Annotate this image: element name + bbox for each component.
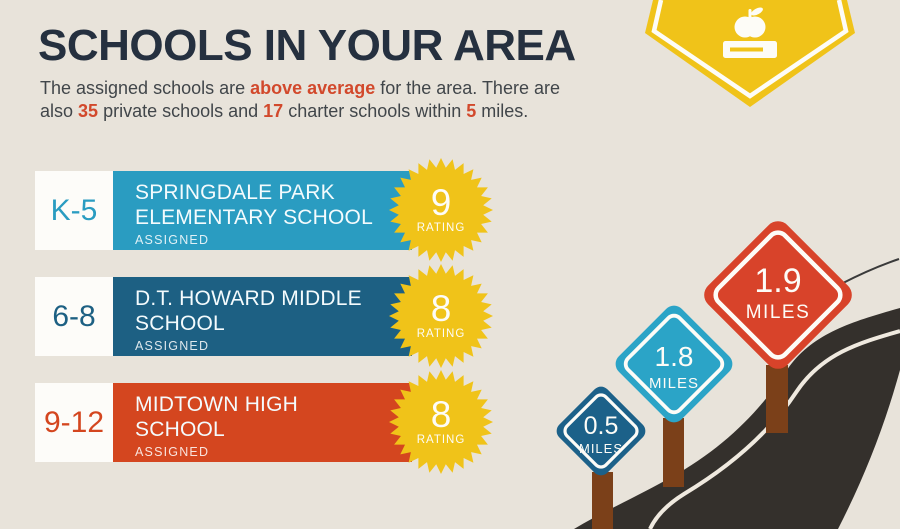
road-scene: 0.5 MILES 1.8 MILES 1.9 MILES <box>556 221 900 529</box>
school-bar: D.T. HOWARD MIDDLE SCHOOL ASSIGNED <box>113 277 412 356</box>
sign-distance: 0.5 <box>584 412 619 440</box>
subtitle-line-2: also 35 private schools and 17 charter s… <box>40 101 529 121</box>
subtitle-line-1: The assigned schools are above average f… <box>40 78 560 98</box>
assigned-label: ASSIGNED <box>135 339 210 353</box>
sign-post <box>663 418 684 487</box>
starburst-icon <box>389 370 493 474</box>
school-row-middle: 6-8 D.T. HOWARD MIDDLE SCHOOL ASSIGNED 8… <box>35 264 493 368</box>
sign-inner-border <box>563 393 639 469</box>
sign-unit: MILES <box>579 441 623 456</box>
school-bar: MIDTOWN HIGH SCHOOL ASSIGNED <box>113 383 412 462</box>
distance-sign-1-9: 1.9 MILES <box>704 221 852 369</box>
distance-sign-1-8: 1.8 MILES <box>615 305 733 423</box>
sign-unit: MILES <box>746 302 811 323</box>
banner-inner-border <box>651 0 849 99</box>
rating-label: RATING <box>416 222 466 234</box>
distance-sign-0-5: 0.5 MILES <box>556 386 646 476</box>
rating-label: RATING <box>416 328 466 340</box>
grade-range-box: K-5 <box>35 171 113 250</box>
subtitle: The assigned schools are above average f… <box>40 77 560 123</box>
rating-label: RATING <box>416 434 466 446</box>
assigned-label: ASSIGNED <box>135 445 210 459</box>
sign-inner-border <box>623 313 725 415</box>
grade-range-label: 9-12 <box>43 405 105 439</box>
grade-range-box: 6-8 <box>35 277 113 356</box>
rating-value: 8 <box>430 288 452 329</box>
school-name: D.T. HOWARD MIDDLE SCHOOL <box>135 287 362 335</box>
rating-value: 9 <box>430 182 452 223</box>
assigned-label: ASSIGNED <box>135 233 210 247</box>
grade-range-label: 6-8 <box>52 299 96 333</box>
road <box>574 308 900 529</box>
road-stray-line <box>840 258 900 285</box>
apple-icon <box>734 7 766 38</box>
school-row-high: 9-12 MIDTOWN HIGH SCHOOL ASSIGNED 8 RATI… <box>35 370 493 474</box>
sign-distance: 1.9 <box>754 262 801 300</box>
starburst-icon <box>389 158 493 262</box>
rating-badge: 8 RATING <box>389 264 493 368</box>
rating-value: 8 <box>430 394 452 435</box>
school-name: MIDTOWN HIGH SCHOOL <box>135 393 298 441</box>
page-title: SCHOOLS IN YOUR AREA <box>38 21 576 70</box>
sign-unit: MILES <box>649 375 699 392</box>
rating-badge: 9 RATING <box>389 158 493 262</box>
school-row-elementary: K-5 SPRINGDALE PARK ELEMENTARY SCHOOL AS… <box>35 158 493 262</box>
grade-range-label: K-5 <box>50 193 98 227</box>
sign-inner-border <box>713 230 843 360</box>
rating-badge: 8 RATING <box>389 370 493 474</box>
sign-post <box>592 472 613 529</box>
school-bar: SPRINGDALE PARK ELEMENTARY SCHOOL ASSIGN… <box>113 171 412 250</box>
award-banner <box>645 0 855 107</box>
book-icon <box>723 41 777 58</box>
school-name: SPRINGDALE PARK ELEMENTARY SCHOOL <box>135 181 373 229</box>
starburst-icon <box>389 264 493 368</box>
sign-distance: 1.8 <box>655 341 694 372</box>
sign-post <box>766 365 788 433</box>
grade-range-box: 9-12 <box>35 383 113 462</box>
